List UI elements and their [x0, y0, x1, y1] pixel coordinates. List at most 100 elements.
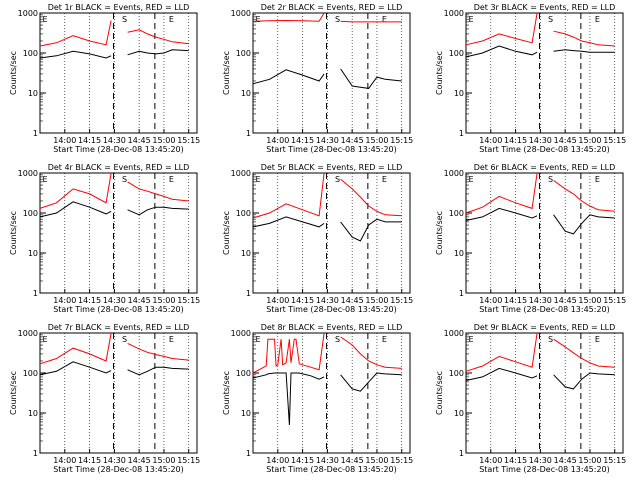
x-tick-label: 15:00	[365, 456, 388, 465]
x-tick-label: 15:00	[365, 296, 388, 305]
x-tick-label: 14:00	[479, 456, 502, 465]
y-tick-label: 1	[459, 449, 464, 458]
y-tick-label: 10	[241, 89, 251, 98]
y-tick-label: 10	[454, 249, 464, 258]
y-tick-label: 1	[246, 449, 251, 458]
x-tick-label: 14:30	[529, 296, 552, 305]
x-tick-label: 14:15	[291, 296, 314, 305]
lld-series-line-1	[553, 180, 615, 212]
x-axis-label: Start Time (28-Dec-08 13:45:20)	[266, 145, 397, 154]
x-tick-label: 14:15	[504, 296, 527, 305]
interval-marker-0: E	[255, 335, 260, 344]
events-series-line-0	[39, 361, 112, 376]
x-tick-label: 14:30	[529, 456, 552, 465]
x-tick-label: 14:45	[554, 136, 577, 145]
x-tick-label: 14:45	[128, 136, 151, 145]
x-tick-label: 14:00	[266, 456, 289, 465]
interval-marker-0: E	[42, 335, 47, 344]
x-tick-label: 14:00	[266, 296, 289, 305]
y-tick-label: 100	[449, 49, 464, 58]
x-tick-label: 14:15	[504, 136, 527, 145]
interval-marker-1: S	[122, 335, 127, 344]
y-tick-label: 1000	[231, 9, 251, 18]
x-tick-label: 15:00	[152, 136, 175, 145]
interval-marker-0: E	[468, 335, 473, 344]
y-tick-label: 1000	[444, 9, 464, 18]
interval-marker-1: S	[122, 15, 127, 24]
events-series-line-1	[553, 49, 615, 53]
x-tick-label: 14:15	[78, 456, 101, 465]
x-tick-label: 14:30	[316, 456, 339, 465]
lld-series-line-1	[340, 178, 402, 217]
events-series-line-0	[252, 216, 325, 228]
events-series-line-1	[340, 218, 402, 242]
events-series-line-0	[465, 45, 538, 58]
plot-frame	[39, 172, 198, 294]
events-series-line-1	[553, 372, 615, 390]
x-axis-label: Start Time (28-Dec-08 13:45:20)	[53, 145, 184, 154]
interval-marker-0: E	[42, 15, 47, 24]
x-axis-label: Start Time (28-Dec-08 13:45:20)	[266, 465, 397, 474]
interval-marker-1: S	[548, 175, 553, 184]
lld-series-line-1	[340, 20, 402, 23]
y-tick-label: 100	[23, 49, 38, 58]
x-tick-label: 14:45	[554, 296, 577, 305]
lld-series-line-1	[127, 29, 189, 45]
x-tick-label: 14:00	[53, 296, 76, 305]
y-tick-label: 1	[33, 449, 38, 458]
y-tick-label: 100	[236, 49, 251, 58]
x-axis-label: Start Time (28-Dec-08 13:45:20)	[479, 145, 610, 154]
x-tick-label: 14:30	[103, 456, 126, 465]
x-tick-label: 14:45	[128, 456, 151, 465]
x-tick-label: 15:15	[390, 296, 413, 305]
x-tick-label: 14:45	[554, 456, 577, 465]
lld-series-line-0	[465, 172, 538, 214]
events-series-line-1	[127, 366, 189, 376]
y-axis-label: Counts/sec	[222, 211, 231, 255]
events-series-line-0	[252, 69, 325, 85]
lld-series-line-0	[252, 172, 325, 219]
y-tick-label: 100	[236, 209, 251, 218]
interval-marker-1: S	[335, 175, 340, 184]
interval-marker-0: E	[42, 175, 47, 184]
y-tick-label: 10	[28, 89, 38, 98]
events-series-line-1	[340, 68, 402, 89]
y-tick-label: 10	[28, 249, 38, 258]
events-series-line-1	[553, 214, 615, 235]
x-tick-label: 14:15	[78, 296, 101, 305]
plot-frame	[39, 12, 198, 134]
chart-title: Det 5r BLACK = Events, RED = LLD	[261, 163, 403, 172]
y-tick-label: 100	[449, 209, 464, 218]
y-tick-label: 1000	[18, 329, 38, 338]
y-tick-label: 1000	[444, 169, 464, 178]
y-axis-label: Counts/sec	[9, 371, 18, 415]
chart-title: Det 4r BLACK = Events, RED = LLD	[48, 163, 190, 172]
lld-series-line-1	[127, 181, 189, 202]
x-tick-label: 14:30	[529, 136, 552, 145]
x-axis-label: Start Time (28-Dec-08 13:45:20)	[53, 305, 184, 314]
x-tick-label: 14:45	[128, 296, 151, 305]
interval-marker-0: E	[255, 15, 260, 24]
interval-marker-1: S	[122, 175, 127, 184]
plot-frame	[252, 332, 411, 454]
y-tick-label: 1	[459, 289, 464, 298]
x-tick-label: 15:15	[177, 456, 200, 465]
y-tick-label: 10	[28, 409, 38, 418]
interval-marker-2: E	[595, 15, 600, 24]
y-tick-label: 100	[23, 209, 38, 218]
chart-title: Det 7r BLACK = Events, RED = LLD	[48, 323, 190, 332]
interval-marker-2: E	[169, 175, 174, 184]
x-tick-label: 14:45	[341, 456, 364, 465]
lld-series-line-0	[252, 332, 325, 374]
events-series-line-0	[39, 201, 112, 218]
plot-frame	[465, 12, 624, 134]
interval-marker-2: E	[169, 335, 174, 344]
y-tick-label: 100	[449, 369, 464, 378]
chart-title: Det 1r BLACK = Events, RED = LLD	[48, 3, 190, 12]
events-series-line-0	[465, 207, 538, 221]
x-tick-label: 15:00	[578, 136, 601, 145]
